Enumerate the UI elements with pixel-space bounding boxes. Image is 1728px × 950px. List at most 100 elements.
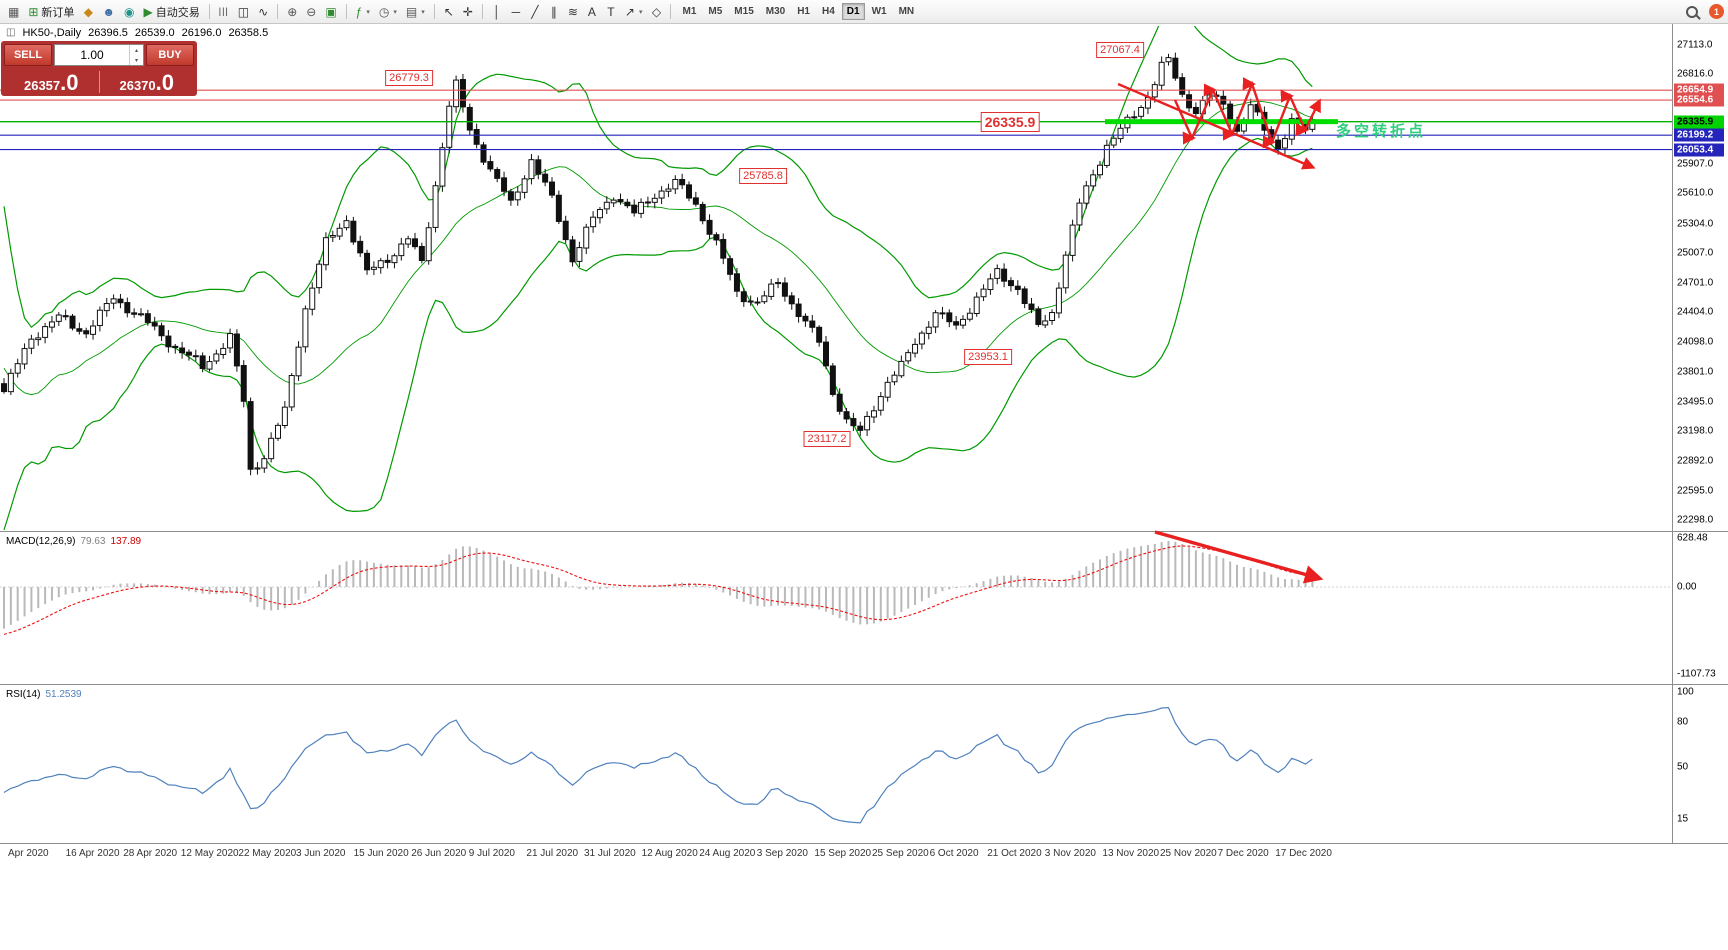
date-axis-label: 3 Jun 2020 bbox=[296, 848, 346, 859]
sell-price-main: 26357 bbox=[23, 78, 61, 93]
periods-button[interactable]: ◷ ▾ bbox=[375, 2, 401, 22]
arrow-icon: ↗ bbox=[624, 4, 635, 19]
timeframe-M30[interactable]: M30 bbox=[761, 3, 790, 20]
price-annotation[interactable]: 26335.9 bbox=[980, 111, 1040, 132]
text-label-button[interactable]: T bbox=[602, 2, 620, 22]
vertical-line-icon: │ bbox=[493, 4, 501, 19]
chevron-down-icon: ▾ bbox=[366, 8, 370, 16]
volume-input[interactable]: 1.00 ▴ ▾ bbox=[54, 44, 144, 66]
chevron-down-icon: ▾ bbox=[421, 8, 425, 16]
price-scale-label: 24404.0 bbox=[1677, 306, 1714, 318]
bars-chart-button[interactable]: ||| bbox=[215, 2, 233, 22]
toolbar-separator bbox=[433, 4, 435, 19]
fibonacci-button[interactable]: ≋ bbox=[564, 2, 582, 22]
crosshair-button[interactable]: ✛ bbox=[459, 2, 477, 22]
toolbar-separator bbox=[277, 4, 279, 19]
timeframe-H4[interactable]: H4 bbox=[817, 3, 840, 20]
price-scale-label: 25007.0 bbox=[1677, 247, 1714, 259]
channel-button[interactable]: ∥ bbox=[545, 2, 563, 22]
price-annotation[interactable]: 27067.4 bbox=[1096, 41, 1144, 58]
price-scale-label: 24098.0 bbox=[1677, 336, 1714, 348]
timeframe-MN[interactable]: MN bbox=[894, 3, 920, 20]
tile-windows-button[interactable]: ▣ bbox=[321, 2, 340, 22]
trendline-button[interactable]: ╱ bbox=[526, 2, 544, 22]
date-axis-label: 6 Oct 2020 bbox=[929, 848, 979, 859]
candlestick-chart-button[interactable]: ◫ bbox=[234, 2, 253, 22]
price-scale-label: 27113.0 bbox=[1677, 39, 1713, 51]
macd-scale-label: 0.00 bbox=[1677, 581, 1697, 593]
price-annotation[interactable]: 25785.8 bbox=[739, 167, 787, 184]
volume-stepper[interactable]: ▴ ▾ bbox=[129, 45, 143, 65]
timeframe-W1[interactable]: W1 bbox=[867, 3, 892, 20]
templates-button[interactable]: ▤ ▾ bbox=[402, 2, 429, 22]
arrows-button[interactable]: ↗ ▾ bbox=[621, 2, 647, 22]
text-button[interactable]: A bbox=[583, 2, 601, 22]
timeframe-D1[interactable]: D1 bbox=[841, 3, 865, 20]
market-button[interactable]: ◉ bbox=[120, 2, 138, 22]
vertical-line-button[interactable]: │ bbox=[488, 2, 506, 22]
price-scale-marker: 26199.2 bbox=[1674, 128, 1724, 142]
search-button[interactable] bbox=[1682, 2, 1702, 22]
indicators-button[interactable]: ƒ ▾ bbox=[352, 2, 374, 22]
timeframe-M1[interactable]: M1 bbox=[677, 3, 701, 20]
buy-price[interactable]: 26370.0 bbox=[100, 70, 195, 95]
notification-badge[interactable]: 1 bbox=[1709, 4, 1724, 19]
zoom-in-button[interactable]: ⊕ bbox=[283, 2, 301, 22]
date-axis-label: Apr 2020 bbox=[8, 848, 49, 859]
indicators-icon: ƒ bbox=[355, 4, 363, 19]
cursor-button[interactable]: ↖ bbox=[440, 2, 458, 22]
news-button[interactable]: ◆ bbox=[79, 2, 97, 22]
buy-price-pips: .0 bbox=[155, 70, 174, 95]
line-chart-icon: ∿ bbox=[258, 4, 269, 19]
zoom-out-button[interactable]: ⊖ bbox=[302, 2, 320, 22]
auto-trading-button[interactable]: ▶ 自动交易 bbox=[140, 2, 204, 22]
date-axis-label: 9 Jul 2020 bbox=[468, 848, 515, 859]
timeframe-M5[interactable]: M5 bbox=[703, 3, 727, 20]
open-value: 26396.5 bbox=[88, 27, 128, 39]
timeframe-H1[interactable]: H1 bbox=[792, 3, 815, 20]
price-scale-marker: 26053.4 bbox=[1674, 143, 1724, 156]
line-chart-button[interactable]: ∿ bbox=[254, 2, 272, 22]
price-scale-label: 22892.0 bbox=[1677, 455, 1714, 467]
price-annotation[interactable]: 23953.1 bbox=[964, 348, 1012, 365]
price-annotation[interactable]: 23117.2 bbox=[803, 431, 851, 448]
buy-button[interactable]: BUY bbox=[146, 44, 194, 66]
spinner-down-icon[interactable]: ▾ bbox=[134, 57, 138, 64]
price-scale-label: 23801.0 bbox=[1677, 366, 1714, 378]
community-button[interactable]: ☻ bbox=[98, 2, 119, 22]
spinner-up-icon[interactable]: ▴ bbox=[134, 47, 138, 54]
candlestick-chart-icon: ◫ bbox=[237, 4, 250, 19]
bars-chart-icon: ||| bbox=[218, 6, 229, 16]
toolbar: ▦ ⊞ 新订单 ◆ ☻ ◉ ▶ 自动交易 ||| ◫ ∿ ⊕ ⊖ ▣ ƒ ▾ ◷ ▾ ▤… bbox=[0, 0, 1728, 24]
rsi-scale-label: 50 bbox=[1677, 761, 1689, 772]
macd-signal-value: 137.89 bbox=[110, 536, 142, 547]
price-scale-label: 22298.0 bbox=[1677, 514, 1714, 526]
sell-button[interactable]: SELL bbox=[4, 44, 52, 66]
chart-window-button[interactable]: ▦ bbox=[4, 2, 23, 22]
volume-value: 1.00 bbox=[80, 48, 104, 62]
new-order-label: 新订单 bbox=[41, 6, 75, 19]
date-axis-label: 24 Aug 2020 bbox=[699, 848, 756, 859]
date-axis-label: 17 Dec 2020 bbox=[1275, 848, 1332, 859]
price-annotation[interactable]: 26779.3 bbox=[385, 69, 433, 86]
search-icon bbox=[1686, 5, 1698, 18]
new-order-button[interactable]: ⊞ 新订单 bbox=[24, 2, 78, 22]
horizontal-line-button[interactable]: ─ bbox=[507, 2, 525, 22]
close-value: 26358.5 bbox=[228, 27, 269, 39]
chevron-down-icon: ▾ bbox=[638, 8, 643, 16]
toolbar-separator bbox=[345, 4, 347, 19]
date-axis-label: 25 Sep 2020 bbox=[872, 848, 929, 859]
one-click-trading-panel[interactable]: SELL 1.00 ▴ ▾ BUY 26357.0 26370.0 bbox=[1, 41, 197, 96]
shapes-button[interactable]: ◇ bbox=[647, 2, 665, 22]
timeframe-group: M1 M5 M15 M30 H1 H4 D1 W1 MN bbox=[676, 3, 920, 20]
sell-price[interactable]: 26357.0 bbox=[4, 72, 99, 94]
cursor-icon: ↖ bbox=[443, 4, 454, 19]
news-icon: ◆ bbox=[83, 4, 94, 19]
rsi-title: RSI(14) bbox=[6, 689, 41, 700]
bull-bear-pivot-text[interactable]: 多空转折点 bbox=[1336, 123, 1427, 140]
timeframe-M15[interactable]: M15 bbox=[729, 3, 758, 20]
price-scale-marker: 26654.9 bbox=[1674, 83, 1724, 97]
date-axis-label: 15 Sep 2020 bbox=[814, 848, 872, 859]
high-value: 26539.0 bbox=[134, 27, 175, 39]
